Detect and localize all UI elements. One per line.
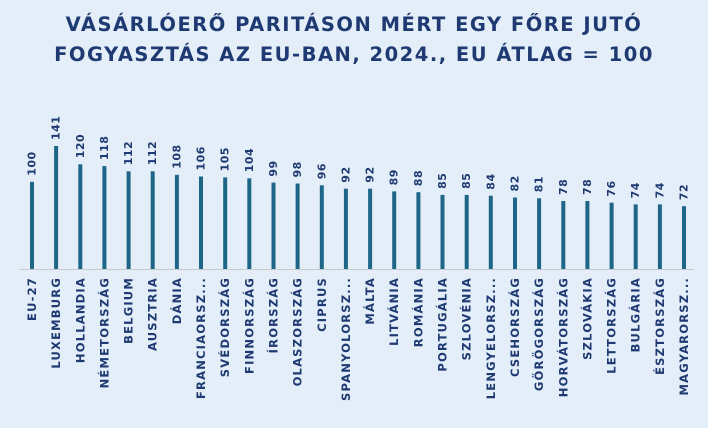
bar — [392, 191, 397, 269]
category-label: MAGYARORSZ... — [677, 277, 691, 395]
category-label: MÁLTA — [362, 277, 377, 325]
bar — [488, 195, 493, 269]
bar-value-label: 141 — [50, 116, 63, 140]
bar-value-label: 74 — [629, 182, 642, 198]
bar — [126, 171, 131, 269]
bar — [585, 201, 590, 269]
bar-value-label: 112 — [122, 141, 135, 165]
bar-value-label: 89 — [388, 169, 401, 185]
bar — [464, 194, 469, 269]
category-label: SVÉDORSZÁG — [217, 277, 232, 377]
bar — [682, 206, 686, 269]
category-label: SZLOVÉNIA — [459, 277, 474, 360]
category-label: NÉMETORSZÁG — [96, 277, 111, 388]
bar — [223, 177, 228, 269]
bar-value-label: 112 — [146, 141, 159, 165]
bar — [54, 146, 59, 269]
bar-value-label: 85 — [460, 173, 473, 189]
bar — [199, 176, 203, 269]
bar-value-label: 78 — [557, 179, 570, 195]
bar — [537, 198, 542, 269]
bar-value-label: 81 — [533, 176, 546, 192]
bar — [271, 182, 276, 269]
bar — [174, 174, 179, 269]
category-label: ÍRORSZÁG — [266, 277, 281, 353]
bar-value-label: 85 — [436, 173, 449, 189]
category-label: LITVÁNIA — [386, 277, 401, 346]
bar-value-label: 105 — [219, 147, 232, 171]
bar — [150, 171, 155, 269]
bar-value-label: 76 — [605, 180, 618, 196]
category-label: LETTORSZÁG — [604, 277, 619, 374]
bar-value-label: 74 — [653, 182, 666, 198]
category-label: EU-27 — [25, 277, 39, 321]
bar — [247, 178, 252, 269]
bar — [102, 166, 107, 269]
category-label: BELGIUM — [122, 277, 136, 344]
bar-value-label: 104 — [243, 148, 256, 172]
chart-title: VÁSÁRLÓERŐ PARITÁSON MÉRT EGY FŐRE JUTÓ … — [54, 13, 654, 66]
bar-value-label: 82 — [509, 175, 522, 191]
bar-value-label: 99 — [267, 160, 280, 176]
category-label: GÖRÖGORSZÁG — [531, 277, 546, 391]
bar — [440, 194, 445, 269]
bar-value-label: 106 — [195, 146, 208, 170]
bar — [343, 188, 348, 269]
bar — [633, 204, 638, 269]
category-label: HOLLANDIA — [73, 277, 87, 363]
category-label: SPANYOLORSZ... — [339, 277, 353, 401]
category-label: BULGÁRIA — [628, 277, 643, 352]
category-label: PORTUGÁLIA — [435, 277, 450, 372]
bar — [78, 164, 83, 269]
category-label: ÉSZTORSZÁG — [652, 277, 667, 375]
category-label: LENGYELORSZ... — [484, 277, 498, 399]
bar-value-label: 92 — [364, 166, 377, 182]
bar-value-label: 96 — [315, 163, 328, 179]
bar-value-label: 88 — [412, 170, 425, 186]
bar — [319, 185, 324, 269]
bar-value-label: 78 — [581, 179, 594, 195]
category-label: ROMÁNIA — [410, 277, 425, 347]
category-label: SZLOVÁKIA — [579, 277, 594, 360]
bar-value-label: 84 — [484, 173, 497, 189]
bar — [657, 204, 662, 269]
category-label: FINNORSZÁG — [241, 277, 256, 374]
category-label: LUXEMBURG — [49, 277, 63, 369]
category-label: DÁNIA — [169, 277, 184, 324]
category-label: HORVÁTORSZÁG — [555, 277, 570, 397]
bar — [513, 197, 517, 269]
bar — [295, 183, 300, 269]
bar — [368, 188, 373, 269]
bar-value-label: 118 — [98, 136, 111, 160]
bar-value-label: 92 — [339, 166, 352, 182]
category-label: CIPRUS — [315, 277, 329, 332]
bar-value-label: 120 — [74, 134, 87, 158]
category-label: FRANCIAORSZ... — [194, 277, 208, 399]
bar — [609, 202, 614, 269]
bar-value-label: 108 — [170, 144, 183, 168]
bar — [561, 201, 566, 269]
bar — [30, 181, 34, 269]
bar-value-label: 98 — [291, 161, 304, 177]
bar — [416, 192, 421, 269]
category-label: OLASZORSZÁG — [290, 277, 305, 386]
category-label: CSEHORSZÁG — [507, 277, 522, 377]
bar-value-label: 72 — [678, 184, 691, 200]
bar-value-label: 100 — [26, 151, 39, 175]
category-label: AUSZTRIA — [146, 277, 160, 351]
